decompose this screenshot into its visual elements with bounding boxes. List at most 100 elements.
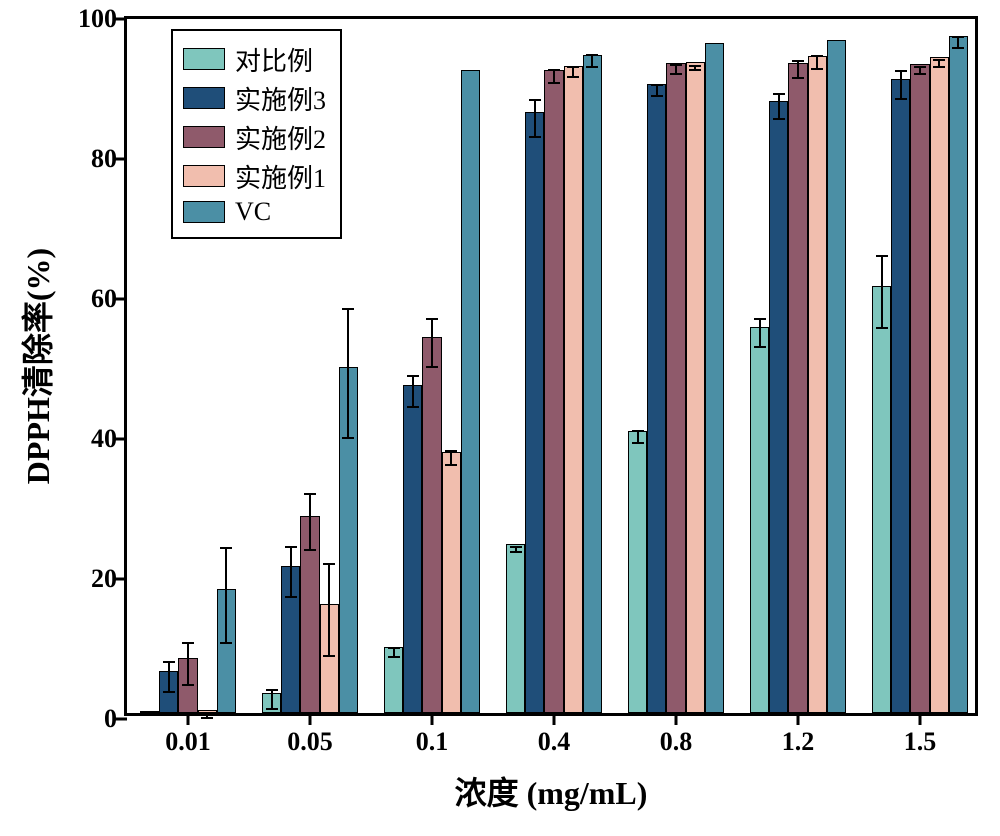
bar [788,63,807,713]
y-axis-title: DPPH清除率(%) [13,248,59,484]
error-cap [651,84,663,86]
bar [750,327,769,713]
x-tick-label: 0.1 [416,727,449,757]
error-cap [754,318,766,320]
error-cap [670,64,682,66]
legend-swatch [183,48,225,70]
bar [827,40,846,713]
error-cap [407,375,419,377]
error-cap [689,69,701,71]
bar [442,452,461,713]
error-cap [914,66,926,68]
error-cap [201,717,213,719]
legend-swatch [183,201,225,223]
x-tick-label: 0.01 [165,727,211,757]
error-cap [632,430,644,432]
x-tick-label: 0.05 [287,727,333,757]
error-cap [952,47,964,49]
x-tick [675,713,678,725]
bar [686,62,705,713]
error-cap [266,708,278,710]
x-tick [187,713,190,725]
legend-swatch [183,126,225,148]
x-tick-label: 0.4 [538,727,571,757]
error-cap [567,66,579,68]
y-tick-label: 40 [91,424,117,454]
error-cap [689,65,701,67]
legend-item: 实施例2 [183,119,326,156]
error-cap [426,318,438,320]
error-cap [792,77,804,79]
bar [891,79,910,713]
error-cap [632,442,644,444]
y-tick-label: 80 [91,144,117,174]
bar [769,101,788,714]
error-cap [285,546,297,548]
error-cap [323,563,335,565]
bar [628,431,647,713]
error-cap [182,684,194,686]
legend-item: 对比例 [183,41,326,78]
legend-swatch [183,165,225,187]
legend-label: 实施例1 [235,158,326,195]
error-cap [895,98,907,100]
x-tick [431,713,434,725]
bar [808,56,827,713]
error-bar [271,690,273,710]
error-bar [187,643,189,685]
error-cap [510,551,522,553]
error-cap [792,60,804,62]
error-bar [797,61,799,78]
error-bar [225,548,227,643]
bar [525,112,544,713]
error-bar [450,451,452,465]
y-tick-label: 60 [91,284,117,314]
error-cap [163,661,175,663]
error-cap [426,366,438,368]
error-cap [220,642,232,644]
dpph-bar-chart: 0204060801000.010.050.10.40.81.21.5 DPPH… [0,0,1000,836]
x-tick-label: 1.2 [782,727,815,757]
error-cap [651,95,663,97]
error-cap [201,712,213,714]
error-bar [778,94,780,119]
legend-label: 实施例3 [235,80,326,117]
error-bar [900,71,902,99]
error-cap [548,69,560,71]
error-cap [548,82,560,84]
error-cap [670,73,682,75]
error-cap [773,118,785,120]
x-tick [309,713,312,725]
legend-swatch [183,87,225,109]
bar [666,63,685,713]
error-bar [309,494,311,550]
error-bar [431,319,433,367]
x-tick [797,713,800,725]
bar [647,84,666,713]
legend-label: VC [235,197,271,227]
error-bar [290,547,292,597]
x-tick [553,713,556,725]
legend-item: 实施例1 [183,158,326,195]
error-cap [933,59,945,61]
error-cap [510,546,522,548]
error-cap [773,93,785,95]
bar [949,36,968,713]
y-tick-label: 20 [91,564,117,594]
bar [705,43,724,713]
bar [140,711,159,713]
error-bar [881,256,883,329]
error-cap [163,691,175,693]
bar [403,385,422,713]
error-cap [567,76,579,78]
error-bar [412,376,414,407]
bar [564,66,583,713]
error-cap [342,308,354,310]
legend-item: 实施例3 [183,80,326,117]
error-cap [586,66,598,68]
error-cap [220,547,232,549]
error-cap [285,596,297,598]
error-cap [914,73,926,75]
error-cap [304,493,316,495]
error-cap [266,689,278,691]
